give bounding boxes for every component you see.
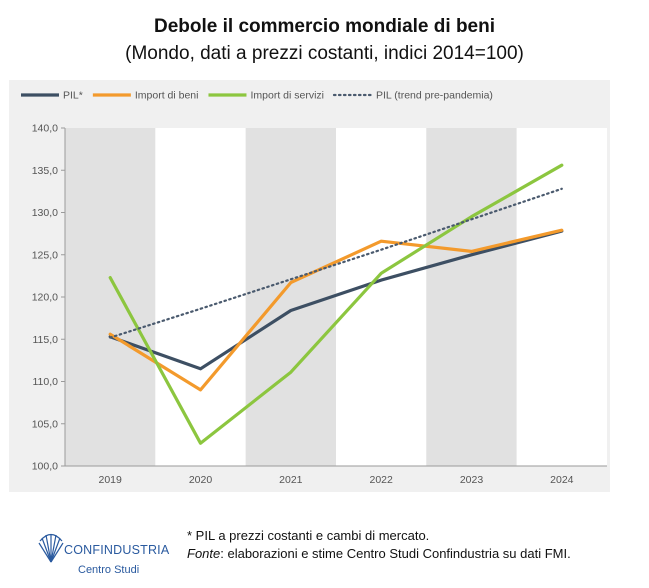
source-text: : elaborazioni e stime Centro Studi Conf…	[220, 546, 571, 561]
confindustria-logo: CONFINDUSTRIA Centro Studi	[38, 530, 178, 580]
x-tick-label: 2022	[369, 474, 393, 486]
chart-notes: * PIL a prezzi costanti e cambi di merca…	[187, 527, 571, 563]
column-band-2022	[336, 128, 427, 466]
chart-title: Debole il commercio mondiale di beni	[153, 16, 496, 37]
logo-name: CONFINDUSTRIA	[64, 543, 170, 557]
x-tick-label: 2024	[550, 474, 574, 486]
column-band-2024	[516, 128, 607, 466]
legend-label: Import di servizi	[250, 90, 324, 102]
series-line-1	[108, 228, 564, 392]
chart-subtitle: (Mondo, dati a prezzi costanti, indici 2…	[125, 43, 524, 64]
line-chart: 100,0 105,0 110,0 115,0 120,0 125,0 130,0 135,0…	[21, 90, 607, 486]
column-band-2020	[155, 128, 246, 466]
y-tick-label: 105,0	[32, 418, 58, 430]
y-tick-label: 135,0	[32, 165, 58, 177]
y-tick-label: 115,0	[33, 334, 59, 346]
legend-label: PIL (trend pre-pandemia)	[376, 90, 493, 102]
column-band-2019	[65, 128, 156, 466]
x-tick-label: 2021	[279, 474, 303, 486]
source-label: Fonte	[187, 546, 221, 561]
y-tick-label: 130,0	[32, 207, 58, 219]
column-band-2023	[426, 128, 517, 466]
series-line-0	[108, 229, 564, 371]
x-tick-label: 2019	[98, 474, 122, 486]
y-tick-label: 110,0	[33, 376, 59, 388]
y-tick-label: 125,0	[32, 249, 58, 261]
footnote: * PIL a prezzi costanti e cambi di merca…	[187, 528, 430, 543]
series-line-2	[108, 163, 564, 445]
chart-panel: 100,0 105,0 110,0 115,0 120,0 125,0 130,0 135,0…	[9, 80, 610, 492]
legend-label: Import di beni	[135, 90, 199, 102]
x-tick-label: 2023	[460, 474, 484, 486]
x-tick-label: 2020	[189, 474, 213, 486]
fan-logo-icon	[38, 533, 64, 563]
column-band-2021	[245, 128, 336, 466]
legend-label: PIL*	[63, 90, 83, 102]
y-tick-label: 140,0	[32, 123, 58, 135]
series-line-3	[109, 187, 563, 339]
logo-subtitle: Centro Studi	[78, 564, 140, 576]
y-tick-label: 120,0	[32, 292, 58, 304]
y-tick-label: 100,0	[32, 461, 58, 473]
source-line: Fonte: elaborazioni e stime Centro Studi…	[187, 545, 571, 563]
